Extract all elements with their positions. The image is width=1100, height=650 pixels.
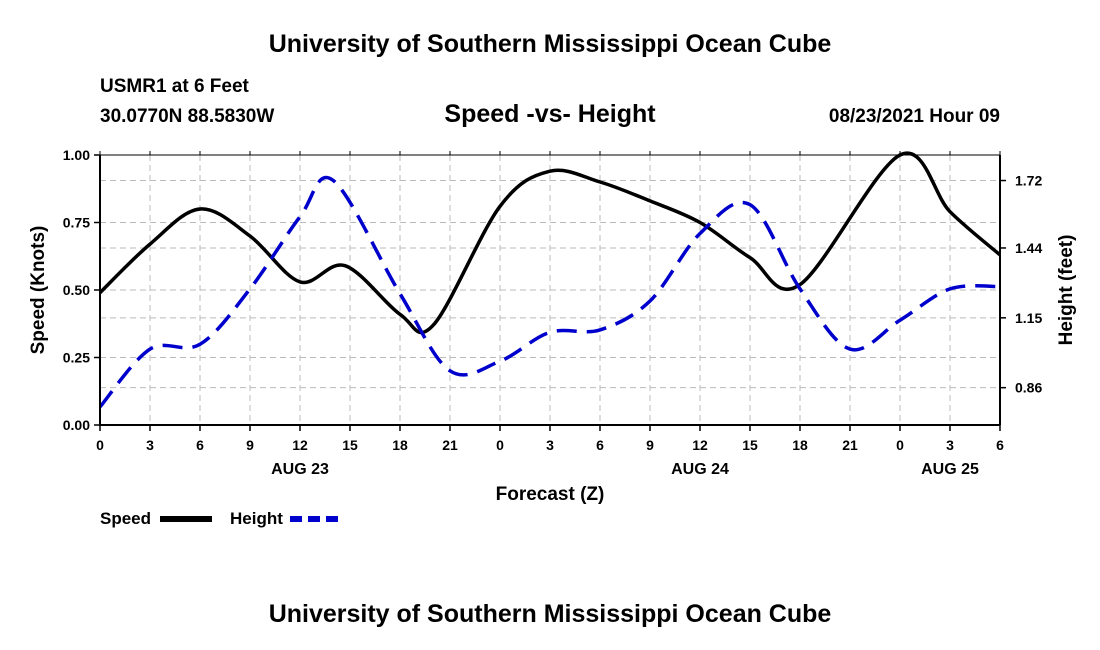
legend-speed-label: Speed <box>100 509 152 528</box>
y-tick-label: 1.00 <box>63 147 90 163</box>
x-tick-label: 9 <box>646 437 654 453</box>
x-tick-label: 3 <box>146 437 154 453</box>
page-title: University of Southern Mississippi Ocean… <box>268 30 832 58</box>
x-tick-label: 18 <box>392 437 408 453</box>
y-axis-title: Speed (Knots) <box>28 226 49 355</box>
axis-labels: Forecast (Z) Speed (Knots) Height (feet)… <box>28 147 1077 505</box>
height-series-line <box>100 176 1000 409</box>
y-tick-label: 0.75 <box>63 215 90 231</box>
x-tick-label: 0 <box>496 437 504 453</box>
speed-series-line <box>100 151 1000 335</box>
x-date-label: AUG 23 <box>271 461 329 478</box>
x-tick-label: 12 <box>692 437 708 453</box>
y-tick-label: 0.25 <box>63 350 90 366</box>
x-tick-label: 6 <box>996 437 1004 453</box>
x-date-label: AUG 24 <box>671 461 729 478</box>
x-tick-label: 12 <box>292 437 308 453</box>
chart-subtitle: Speed -vs- Height <box>444 100 656 128</box>
x-tick-label: 15 <box>742 437 758 453</box>
x-tick-label: 0 <box>96 437 104 453</box>
x-tick-label: 0 <box>896 437 904 453</box>
forecast-datetime: 08/23/2021 Hour 09 <box>828 106 1000 127</box>
station-coordinates: 30.0770N 88.5830W <box>100 106 275 127</box>
x-tick-label: 9 <box>246 437 254 453</box>
y2-axis-title: Height (feet) <box>1056 235 1077 346</box>
x-tick-label: 15 <box>342 437 358 453</box>
y2-tick-label: 1.44 <box>1015 240 1042 256</box>
series-lines <box>100 151 1000 409</box>
x-tick-label: 6 <box>196 437 204 453</box>
axes <box>94 151 1006 431</box>
y2-tick-label: 1.15 <box>1015 310 1042 326</box>
y2-tick-label: 1.72 <box>1015 173 1042 189</box>
x-tick-label: 21 <box>842 437 858 453</box>
x-tick-label: 21 <box>442 437 458 453</box>
footer-title: University of Southern Mississippi Ocean… <box>268 600 832 628</box>
station-label: USMR1 at 6 Feet <box>100 76 249 97</box>
x-tick-label: 3 <box>546 437 554 453</box>
y-tick-label: 0.00 <box>63 417 90 433</box>
y2-tick-label: 0.86 <box>1015 380 1042 396</box>
x-date-label: AUG 25 <box>921 461 979 478</box>
x-tick-label: 3 <box>946 437 954 453</box>
x-tick-label: 18 <box>792 437 808 453</box>
x-axis-title: Forecast (Z) <box>496 484 605 505</box>
y-tick-label: 0.50 <box>63 282 90 298</box>
legend-height-label: Height <box>230 509 283 528</box>
x-tick-label: 6 <box>596 437 604 453</box>
